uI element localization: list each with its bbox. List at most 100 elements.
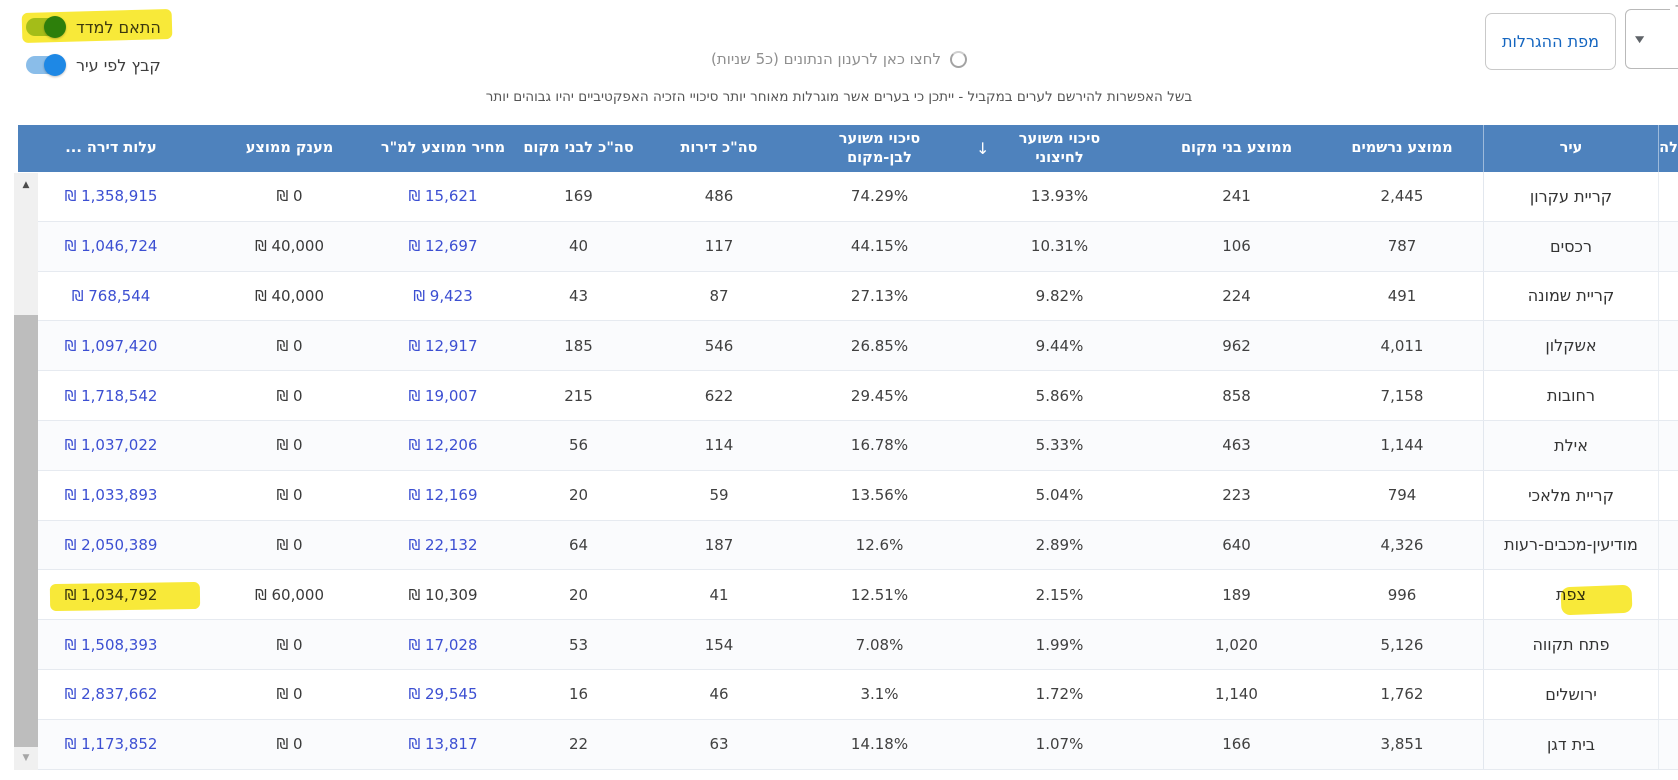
cell-total_units: 486 xyxy=(704,187,734,206)
column-header-total_units[interactable]: סה"כ דירות xyxy=(646,125,792,172)
cell-avg_registered: 4,326 xyxy=(1380,535,1424,554)
table-row: קריית עקרון 2,445 241 13.93% 74.29% 486 169 ₪ 1… xyxy=(18,172,1678,222)
column-header-avg_registered[interactable]: ממוצע נרשמים xyxy=(1321,125,1483,172)
cell-chance_local: 26.85% xyxy=(850,336,909,355)
money-link[interactable]: ₪ 13,817 xyxy=(408,735,478,754)
column-header-city[interactable]: עיר xyxy=(1483,125,1658,172)
money-link[interactable]: ₪ 12,206 xyxy=(408,436,478,455)
money-link[interactable]: ₪ 768,544 xyxy=(71,286,151,305)
cell-city: אשקלון xyxy=(1483,321,1658,371)
column-header-label: מחיר ממוצע למ"ר xyxy=(380,140,506,157)
cell-apartment_cost: ₪ 1,037,022 xyxy=(18,421,204,470)
column-header-avg_locals[interactable]: ממוצע בני מקום xyxy=(1152,125,1321,172)
switch-knob xyxy=(44,54,66,76)
adjust-to-index-label: התאם למדד xyxy=(76,17,161,37)
money-link[interactable]: ₪ 1,718,542 xyxy=(64,386,158,405)
cell-apartment_cost: ₪ 2,050,389 xyxy=(18,521,204,570)
money-link[interactable]: ₪ 9,423 xyxy=(413,286,473,305)
cell-avg_locals: 224 xyxy=(1222,286,1251,305)
money-link[interactable]: ₪ 1,508,393 xyxy=(64,635,158,654)
cell-city: רכסים xyxy=(1483,221,1658,271)
money-link[interactable]: ₪ 22,132 xyxy=(408,535,478,554)
column-header-label: עיר xyxy=(1559,140,1583,157)
money-link[interactable]: ₪ 12,169 xyxy=(408,486,478,505)
money-link[interactable]: ₪ 29,545 xyxy=(408,685,478,704)
cell-partial xyxy=(1658,669,1678,719)
cell-avg_grant: ₪ 0 xyxy=(204,670,375,719)
cell-city: צפת xyxy=(1483,570,1658,620)
cell-avg_grant: ₪ 0 xyxy=(204,620,375,669)
group-by-city-switch[interactable] xyxy=(26,54,66,76)
money-link[interactable]: ₪ 17,028 xyxy=(408,635,478,654)
cell-partial xyxy=(1658,321,1678,371)
cell-avg_registered: 3,851 xyxy=(1380,735,1424,754)
cell-avg_registered: 491 xyxy=(1387,286,1417,305)
column-header-chance_local[interactable]: סיכוי משוער לבן-מקום xyxy=(792,125,967,172)
cell-partial xyxy=(1658,570,1678,620)
money-link[interactable]: ₪ 15,621 xyxy=(408,187,478,206)
adjust-to-index-switch[interactable] xyxy=(26,16,66,38)
table-row: קריית שמונה 491 224 9.82% 27.13% 87 43 ₪ 9,423 ₪… xyxy=(18,271,1678,322)
vertical-scrollbar[interactable]: ▲ ▼ xyxy=(14,173,38,770)
column-header-units_for_locals[interactable]: סה"כ לבני מקום xyxy=(511,125,646,172)
cell-chance_external: 9.44% xyxy=(1035,336,1084,355)
column-header-avg_price_sqm[interactable]: מחיר ממוצע למ"ר xyxy=(375,125,511,172)
cell-units_for_locals: 64 xyxy=(568,535,589,554)
cell-apartment_cost: ₪ 1,358,915 xyxy=(18,172,204,221)
group-by-city-toggle-row: קבץ לפי עיר xyxy=(26,52,161,78)
money-link[interactable]: ₪ 1,037,022 xyxy=(64,436,158,455)
column-header-avg_grant[interactable]: מענק ממוצע xyxy=(204,125,375,172)
cell-avg_registered: 4,011 xyxy=(1380,336,1424,355)
money-link[interactable]: ₪ 12,697 xyxy=(408,237,478,256)
cell-avg_grant: ₪ 0 xyxy=(204,321,375,370)
cell-total_units: 59 xyxy=(709,486,729,505)
column-header-apartment_cost[interactable]: עלות דירה ... xyxy=(18,125,204,172)
cell-apartment_cost: ₪ 1,173,852 xyxy=(18,720,204,769)
cell-avg_locals: 241 xyxy=(1222,187,1251,206)
money-link[interactable]: ₪ 12,917 xyxy=(408,336,478,355)
cell-partial xyxy=(1658,221,1678,271)
cell-chance_local: 16.78% xyxy=(850,436,909,455)
cell-chance_external: 5.33% xyxy=(1035,436,1084,455)
cell-apartment_cost: ₪ 768,544 xyxy=(18,272,204,321)
refresh-data-link[interactable]: לחצו כאן לרענון הנתונים (כ5 שניות) xyxy=(711,50,967,68)
money-link[interactable]: ₪ 1,033,893 xyxy=(64,486,158,505)
cell-units_for_locals: 169 xyxy=(564,187,593,206)
scrollbar-thumb[interactable] xyxy=(14,315,38,747)
column-header-label: סה"כ לבני מקום xyxy=(523,140,634,157)
cell-chance_local: 27.13% xyxy=(850,286,909,305)
cell-city: רחובות xyxy=(1483,371,1658,420)
money-value: ₪ 40,000 xyxy=(254,286,325,305)
cell-avg_registered: 5,126 xyxy=(1380,635,1424,654)
cell-chance_external: 2.15% xyxy=(1035,585,1084,604)
money-link[interactable]: ₪ 1,173,852 xyxy=(64,735,158,754)
cell-chance_local: 74.29% xyxy=(850,187,909,206)
table-row: קריית מלאכי 794 223 5.04% 13.56% 59 20 ₪ 12,169… xyxy=(18,470,1678,521)
city-filter-select[interactable]: עיר ▼ xyxy=(1625,1,1678,69)
lotteries-map-button[interactable]: מפת ההגרלות xyxy=(1485,13,1616,70)
cell-avg_price_sqm: ₪ 29,545 xyxy=(375,670,511,719)
money-link[interactable]: ₪ 1,046,724 xyxy=(64,237,158,256)
cell-avg_grant: ₪ 0 xyxy=(204,421,375,470)
scroll-up-arrow[interactable]: ▲ xyxy=(22,180,30,190)
cell-total_units: 154 xyxy=(704,635,734,654)
money-link[interactable]: ₪ 1,097,420 xyxy=(64,336,158,355)
cell-avg_price_sqm: ₪ 9,423 xyxy=(375,272,511,321)
cell-avg_price_sqm: ₪ 17,028 xyxy=(375,620,511,669)
cell-total_units: 187 xyxy=(704,535,734,554)
column-header-chance_external[interactable]: סיכוי משוער לחיצוני ↓ xyxy=(967,125,1152,172)
money-link[interactable]: ₪ 1,358,915 xyxy=(64,187,158,206)
money-link[interactable]: ₪ 2,050,389 xyxy=(64,535,158,554)
cell-city: קריית עקרון xyxy=(1483,172,1658,221)
cell-apartment_cost: ₪ 1,718,542 xyxy=(18,371,204,420)
money-value: ₪ 0 xyxy=(276,486,303,505)
cell-city: פתח תקווה xyxy=(1483,620,1658,669)
toggle-group: התאם למדד קבץ לפי עיר xyxy=(26,14,161,90)
money-link[interactable]: ₪ 19,007 xyxy=(408,386,478,405)
cell-avg_price_sqm: ₪ 22,132 xyxy=(375,521,511,570)
cell-city: קריית שמונה xyxy=(1483,271,1658,321)
money-link[interactable]: ₪ 2,837,662 xyxy=(64,685,158,704)
column-header-label: ממוצע בני מקום xyxy=(1180,140,1293,157)
scroll-down-arrow[interactable]: ▼ xyxy=(22,753,30,763)
cell-units_for_locals: 16 xyxy=(568,685,589,704)
